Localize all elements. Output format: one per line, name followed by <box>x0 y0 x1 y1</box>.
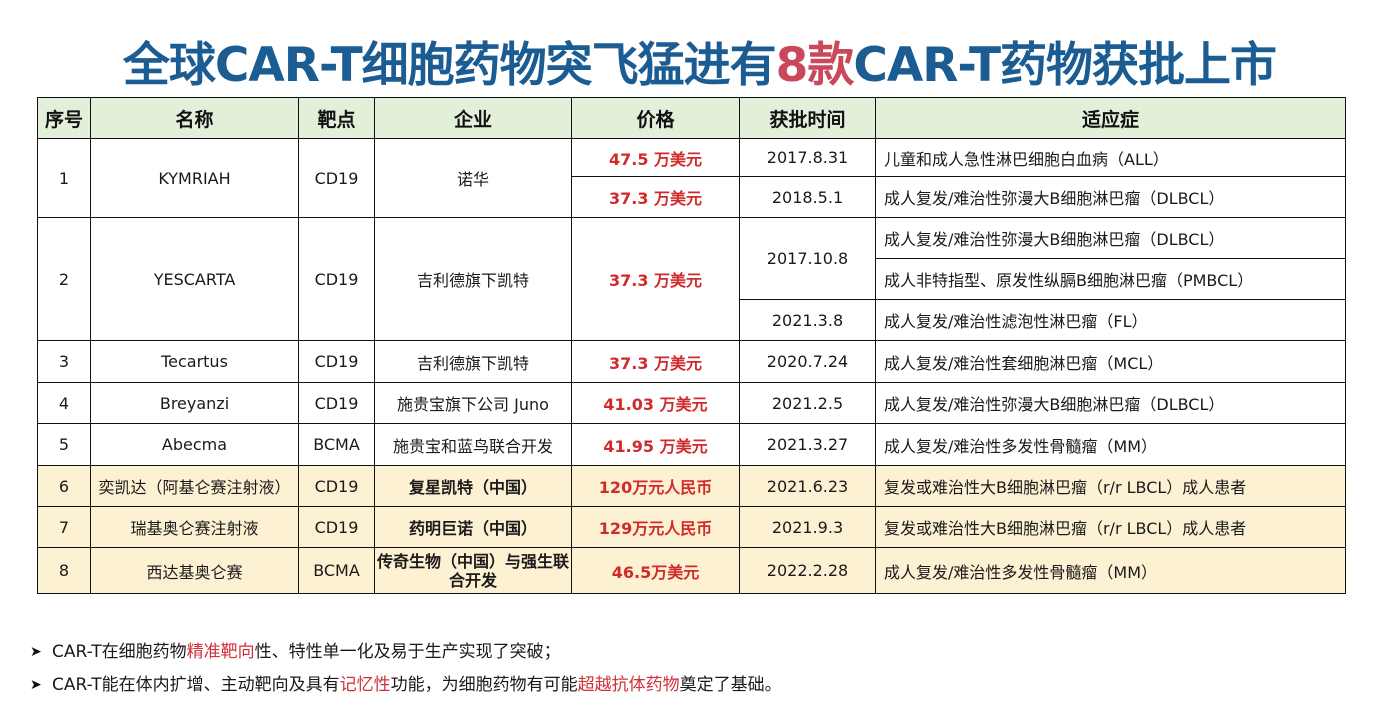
summary-bullets: ➤ CAR-T在细胞药物 精准靶向 性、特性单一化及易于生产实现了突破； ➤ CAR… <box>30 636 782 702</box>
cell-target: CD19 <box>298 382 375 424</box>
cell-date: 2022.2.28 <box>739 547 876 594</box>
cell-indication: 成人非特指型、原发性纵膈B细胞淋巴瘤（PMBCL） <box>875 258 1346 300</box>
cell-no: 6 <box>37 465 91 507</box>
cell-target: CD19 <box>298 340 375 383</box>
cell-name: 奕凯达（阿基仑赛注射液） <box>90 465 299 507</box>
cell-indication: 成人复发/难治性弥漫大B细胞淋巴瘤（DLBCL） <box>875 217 1346 259</box>
cell-date: 2021.2.5 <box>739 382 876 424</box>
header-price: 价格 <box>571 97 740 139</box>
cell-date: 2021.3.8 <box>739 299 876 341</box>
cell-price: 120万元人民币 <box>571 465 740 507</box>
table-row-china: 6 奕凯达（阿基仑赛注射液） CD19 复星凯特（中国） 120万元人民币 20… <box>37 465 1346 507</box>
cell-price: 37.3 万美元 <box>571 217 740 341</box>
table-subrow: 2021.3.8 成人复发/难治性滤泡性淋巴瘤（FL） <box>38 299 1346 341</box>
cell-company: 药明巨诺（中国） <box>374 506 572 548</box>
cell-name: Abecma <box>90 423 299 466</box>
cell-name: Breyanzi <box>90 382 299 424</box>
cell-date: 2021.9.3 <box>739 506 876 548</box>
cell-target: CD19 <box>298 465 375 507</box>
table-subrow: 成人非特指型、原发性纵膈B细胞淋巴瘤（PMBCL） <box>38 258 1346 300</box>
cell-company: 传奇生物（中国）与强生联合开发 <box>374 547 572 594</box>
arrow-right-icon: ➤ <box>30 677 42 693</box>
cell-price: 41.03 万美元 <box>571 382 740 424</box>
cell-company: 吉利德旗下凯特 <box>374 340 572 383</box>
cell-price: 37.3 万美元 <box>571 340 740 383</box>
cell-name: 西达基奥仑赛 <box>90 547 299 594</box>
page-title: 全球CAR-T细胞药物突飞猛进有8款CAR-T药物获批上市 <box>0 34 1399 98</box>
cell-no: 7 <box>37 506 91 548</box>
cell-date: 2017.10.8 <box>739 217 876 300</box>
cell-price: 129万元人民币 <box>571 506 740 548</box>
cell-price: 47.5 万美元 <box>571 138 740 177</box>
cell-target: CD19 <box>298 138 375 218</box>
header-company: 企业 <box>374 97 572 139</box>
cell-no: 1 <box>37 138 91 218</box>
bullet-item: ➤ CAR-T能在体内扩增、主动靶向及具有 记忆性 功能，为细胞药物有可能 超越抗体药… <box>30 669 782 702</box>
cell-no: 4 <box>37 382 91 424</box>
table-row: 4 Breyanzi CD19 施贵宝旗下公司 Juno 41.03 万美元 2… <box>37 382 1346 424</box>
cell-indication: 儿童和成人急性淋巴细胞白血病（ALL） <box>875 138 1346 177</box>
bullet-text: CAR-T能在体内扩增、主动靶向及具有 <box>52 675 340 695</box>
cell-company: 吉利德旗下凯特 <box>374 217 572 341</box>
bullet-text: 功能，为细胞药物有可能 <box>390 675 578 695</box>
bullet-text: 性、特性单一化及易于生产实现了突破； <box>254 642 561 662</box>
table-row-china: 7 瑞基奥仑赛注射液 CD19 药明巨诺（中国） 129万元人民币 2021.9… <box>37 506 1346 548</box>
cell-target: BCMA <box>298 547 375 594</box>
bullet-highlight: 记忆性 <box>339 675 391 695</box>
cell-date: 2018.5.1 <box>739 176 876 218</box>
table-row-china: 8 西达基奥仑赛 BCMA 传奇生物（中国）与强生联合开发 46.5万美元 20… <box>37 547 1346 594</box>
cell-indication: 成人复发/难治性多发性骨髓瘤（MM） <box>875 423 1346 466</box>
cell-indication: 成人复发/难治性弥漫大B细胞淋巴瘤（DLBCL） <box>875 382 1346 424</box>
table-row: 5 Abecma BCMA 施贵宝和蓝鸟联合开发 41.95 万美元 2021.… <box>37 423 1346 466</box>
cell-date: 2021.3.27 <box>739 423 876 466</box>
table-row: 3 Tecartus CD19 吉利德旗下凯特 37.3 万美元 2020.7.… <box>37 340 1346 383</box>
cell-indication: 成人复发/难治性弥漫大B细胞淋巴瘤（DLBCL） <box>875 176 1346 218</box>
header-name: 名称 <box>90 97 299 139</box>
header-approval-date: 获批时间 <box>739 97 876 139</box>
cell-company: 诺华 <box>374 138 572 218</box>
cell-date: 2021.6.23 <box>739 465 876 507</box>
car-t-drug-table: 序号 名称 靶点 企业 价格 获批时间 适应症 1 KYMRIAH CD19 诺… <box>37 97 1346 594</box>
bullet-highlight: 超越抗体药物 <box>577 675 680 695</box>
cell-name: 瑞基奥仑赛注射液 <box>90 506 299 548</box>
cell-price: 41.95 万美元 <box>571 423 740 466</box>
table-subrow: 37.3 万美元 2018.5.1 成人复发/难治性弥漫大B细胞淋巴瘤（DLBC… <box>38 176 1346 218</box>
cell-date: 2017.8.31 <box>739 138 876 177</box>
bullet-item: ➤ CAR-T在细胞药物 精准靶向 性、特性单一化及易于生产实现了突破； <box>30 636 782 669</box>
header-target: 靶点 <box>298 97 375 139</box>
bullet-highlight: 精准靶向 <box>186 642 255 662</box>
title-highlight: 8款 <box>775 38 855 93</box>
arrow-right-icon: ➤ <box>30 644 42 660</box>
cell-name: YESCARTA <box>90 217 299 341</box>
cell-indication: 复发或难治性大B细胞淋巴瘤（r/r LBCL）成人患者 <box>875 465 1346 507</box>
cell-name: Tecartus <box>90 340 299 383</box>
cell-no: 2 <box>37 217 91 341</box>
bullet-text: CAR-T在细胞药物 <box>52 642 187 662</box>
header-no: 序号 <box>37 97 91 139</box>
cell-no: 5 <box>37 423 91 466</box>
bullet-text: 奠定了基础。 <box>679 675 782 695</box>
cell-company: 施贵宝旗下公司 Juno <box>374 382 572 424</box>
cell-indication: 成人复发/难治性套细胞淋巴瘤（MCL） <box>875 340 1346 383</box>
cell-indication: 成人复发/难治性多发性骨髓瘤（MM） <box>875 547 1346 594</box>
table-header-row: 序号 名称 靶点 企业 价格 获批时间 适应症 <box>37 97 1346 139</box>
table-row: 1 KYMRIAH CD19 诺华 47.5 万美元 2017.8.31 儿童和… <box>37 138 1346 218</box>
table-row: 2 YESCARTA CD19 吉利德旗下凯特 37.3 万美元 2017.10… <box>37 217 1346 341</box>
cell-name: KYMRIAH <box>90 138 299 218</box>
cell-target: CD19 <box>298 217 375 341</box>
cell-company: 复星凯特（中国） <box>374 465 572 507</box>
cell-target: BCMA <box>298 423 375 466</box>
cell-no: 3 <box>37 340 91 383</box>
cell-price: 37.3 万美元 <box>571 176 740 218</box>
cell-indication: 成人复发/难治性滤泡性淋巴瘤（FL） <box>875 299 1346 341</box>
cell-indication: 复发或难治性大B细胞淋巴瘤（r/r LBCL）成人患者 <box>875 506 1346 548</box>
cell-price: 46.5万美元 <box>571 547 740 594</box>
title-part-2: CAR-T药物获批上市 <box>853 38 1277 93</box>
cell-target: CD19 <box>298 506 375 548</box>
header-indication: 适应症 <box>875 97 1346 139</box>
title-part-1: 全球CAR-T细胞药物突飞猛进有 <box>122 38 777 93</box>
cell-date: 2020.7.24 <box>739 340 876 383</box>
cell-company: 施贵宝和蓝鸟联合开发 <box>374 423 572 466</box>
cell-no: 8 <box>37 547 91 594</box>
